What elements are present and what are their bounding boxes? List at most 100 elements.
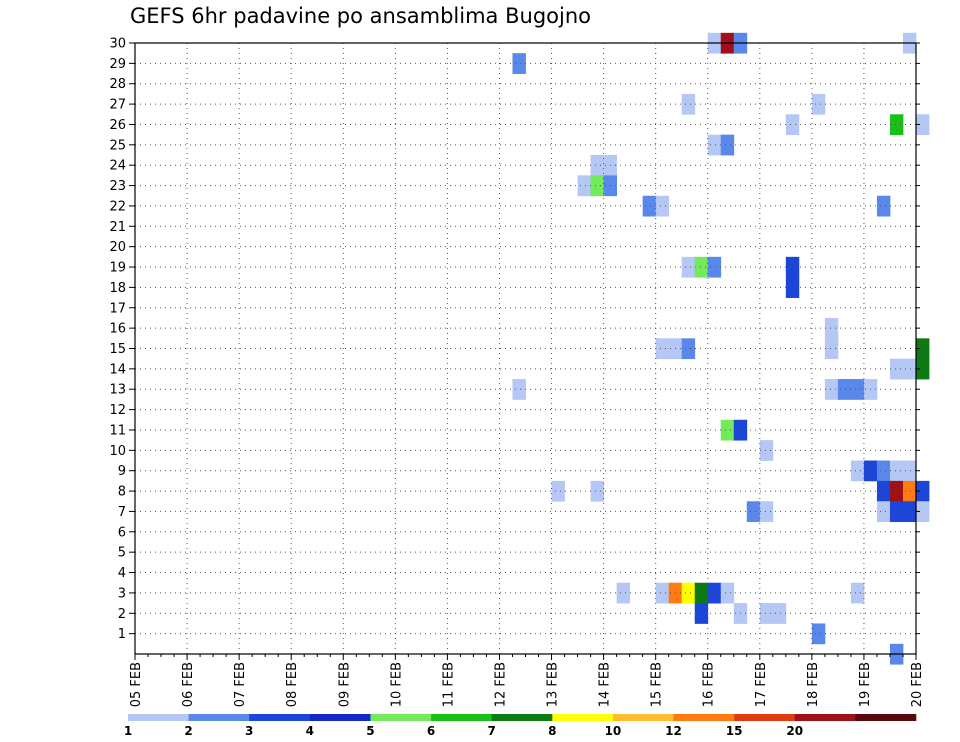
y-tick-label: 12 [109, 403, 126, 418]
heatmap-cell [655, 338, 670, 360]
colorbar-label: 10 [605, 724, 622, 738]
y-tick-label: 27 [109, 98, 126, 113]
heatmap-cell [681, 256, 696, 278]
y-tick-label: 14 [109, 362, 126, 377]
heatmap-cell [759, 603, 774, 624]
x-tick-label: 19 FEB [858, 662, 873, 707]
colorbar-swatch [370, 714, 432, 721]
y-tick-label: 21 [109, 220, 126, 235]
heatmap-cell [707, 256, 722, 278]
y-tick-label: 17 [109, 301, 126, 316]
y-tick-label: 10 [109, 444, 126, 459]
heatmap-cell [772, 603, 787, 624]
heatmap-cell [824, 379, 839, 400]
heatmap-cell [902, 501, 917, 523]
heatmap-cell [577, 175, 591, 197]
heatmap-cell [707, 582, 722, 604]
heatmap-cell [512, 53, 526, 74]
y-tick-label: 7 [118, 505, 126, 520]
y-tick-label: 6 [118, 525, 126, 540]
x-tick-label: 05 FEB [129, 662, 144, 707]
x-tick-label: 12 FEB [493, 662, 508, 707]
heatmap-cell [850, 582, 865, 604]
colorbar-label: 5 [366, 724, 374, 738]
heatmap-cell [902, 358, 917, 380]
heatmap-cell [902, 460, 917, 482]
y-tick-label: 4 [118, 566, 126, 581]
heatmap-cell [889, 501, 904, 523]
colorbar-swatch [128, 714, 189, 721]
colorbar-swatch [734, 714, 796, 721]
x-tick-label: 17 FEB [754, 662, 769, 707]
heatmap-cell [720, 582, 735, 604]
colorbar-swatch [552, 714, 614, 721]
y-tick-label: 8 [118, 485, 126, 500]
colorbar-swatch [309, 714, 371, 721]
colorbar-label: 7 [488, 724, 496, 738]
x-tick-label: 14 FEB [598, 662, 613, 707]
colorbar-label: 8 [548, 724, 556, 738]
x-tick-label: 08 FEB [285, 662, 300, 707]
heatmap-cell [889, 114, 904, 136]
colorbar-label: 20 [786, 724, 803, 738]
colorbar-label: 15 [726, 724, 743, 738]
heatmap-cell [889, 358, 904, 380]
heatmap-cell [824, 317, 839, 339]
heatmap-cell [876, 480, 891, 502]
heatmap-cell [746, 501, 761, 523]
heatmap-cell [876, 460, 891, 482]
x-tick-label: 16 FEB [702, 662, 717, 707]
y-tick-label: 28 [109, 77, 126, 92]
heatmap-cell [785, 114, 800, 136]
heatmap-cell [889, 460, 904, 482]
heatmap-cell [759, 440, 774, 461]
heatmap-cell [785, 256, 800, 278]
heatmap-cell [694, 603, 709, 624]
colorbar-swatch [491, 714, 553, 721]
heatmap-cell [785, 277, 800, 298]
heatmap-cell [694, 256, 709, 278]
colorbar-label: 6 [427, 724, 435, 738]
heatmap-cell [876, 195, 891, 217]
y-tick-label: 30 [109, 37, 126, 52]
heatmap-cell [681, 582, 696, 604]
y-tick-label: 29 [109, 57, 126, 72]
heatmap-cell [850, 379, 865, 400]
x-tick-label: 11 FEB [441, 662, 456, 707]
y-tick-label: 13 [109, 383, 126, 398]
heatmap-cell [811, 93, 826, 115]
heatmap-cell [902, 480, 917, 502]
heatmap-cell [876, 501, 891, 523]
y-tick-label: 5 [118, 546, 126, 561]
y-tick-label: 3 [118, 586, 126, 601]
y-tick-label: 22 [109, 199, 126, 214]
heatmap-cell [916, 114, 930, 136]
heatmap-cell [642, 195, 657, 217]
y-tick-label: 20 [109, 240, 126, 255]
heatmap-cell [759, 501, 774, 523]
heatmap-cell [512, 379, 526, 400]
colorbar-label: 1 [124, 724, 132, 738]
y-tick-label: 1 [118, 627, 126, 642]
x-tick-label: 18 FEB [806, 662, 821, 707]
colorbar-swatch [188, 714, 250, 721]
heatmap-cell [916, 338, 930, 360]
heatmap-cell [551, 480, 565, 502]
heatmap-cell [811, 623, 826, 645]
heatmap-cell [916, 358, 930, 380]
colorbar: 1 2 3 4 5 6 7 8 10 12 15 20 [124, 714, 917, 738]
heatmap-cell [707, 134, 722, 156]
heatmap-cell [824, 338, 839, 360]
colorbar-swatch [612, 714, 674, 721]
x-tick-label: 13 FEB [546, 662, 561, 707]
y-tick-label: 25 [109, 138, 126, 153]
x-tick-label: 15 FEB [650, 662, 665, 707]
colorbar-swatch [794, 714, 856, 721]
y-tick-label: 23 [109, 179, 126, 194]
heatmap-cell [655, 582, 670, 604]
heatmap-cell [837, 379, 852, 400]
y-tick-label: 9 [118, 464, 126, 479]
x-tick-label: 06 FEB [181, 662, 196, 707]
grid-lines [135, 42, 916, 654]
